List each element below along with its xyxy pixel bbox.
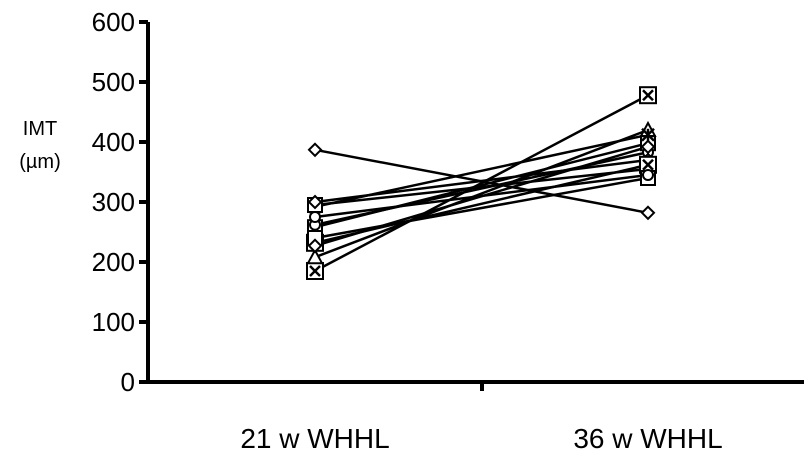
data-point xyxy=(640,139,656,155)
data-point xyxy=(309,211,321,223)
diamond-marker xyxy=(307,238,323,254)
data-point xyxy=(307,142,323,158)
data-point xyxy=(642,169,654,181)
y-tick-label: 100 xyxy=(92,307,135,337)
diamond-marker xyxy=(307,194,323,210)
series-line xyxy=(314,158,649,204)
data-point xyxy=(639,155,657,174)
x-cross xyxy=(642,89,654,102)
circle-marker xyxy=(309,211,321,223)
data-point xyxy=(306,262,324,280)
series-line xyxy=(314,94,649,273)
data-point xyxy=(307,194,323,210)
series-line xyxy=(314,150,649,227)
diamond-marker xyxy=(640,139,656,155)
circle-marker xyxy=(642,169,654,181)
x-category-label: 21 w WHHL xyxy=(240,423,389,450)
data-point xyxy=(307,238,323,254)
y-axis-title-line1: IMT xyxy=(23,118,57,140)
x-ticks: 21 w WHHL 36 w WHHL xyxy=(240,423,722,450)
y-ticks: 0 100 200 300 400 500 600 xyxy=(92,7,148,397)
y-tick-label: 500 xyxy=(92,67,135,97)
series-lines xyxy=(314,94,649,273)
series-line xyxy=(314,173,649,219)
y-tick-label: 600 xyxy=(92,7,135,37)
y-tick-label: 0 xyxy=(121,367,135,397)
data-point xyxy=(306,248,324,265)
diamond-marker xyxy=(307,142,323,158)
series-line xyxy=(314,128,649,259)
x-category-label: 36 w WHHL xyxy=(573,423,722,450)
data-point xyxy=(641,127,655,142)
triangle-marker xyxy=(306,248,324,265)
y-axis-title-line2: (µm) xyxy=(19,151,61,173)
data-point xyxy=(640,205,656,221)
x-cross xyxy=(309,265,321,277)
y-tick-label: 200 xyxy=(92,247,135,277)
data-point xyxy=(639,86,657,105)
diamond-marker xyxy=(640,205,656,221)
y-tick-label: 300 xyxy=(92,187,135,217)
y-tick-label: 400 xyxy=(92,127,135,157)
x-cross xyxy=(642,158,654,171)
series-line xyxy=(314,167,649,207)
series-markers xyxy=(306,86,657,280)
